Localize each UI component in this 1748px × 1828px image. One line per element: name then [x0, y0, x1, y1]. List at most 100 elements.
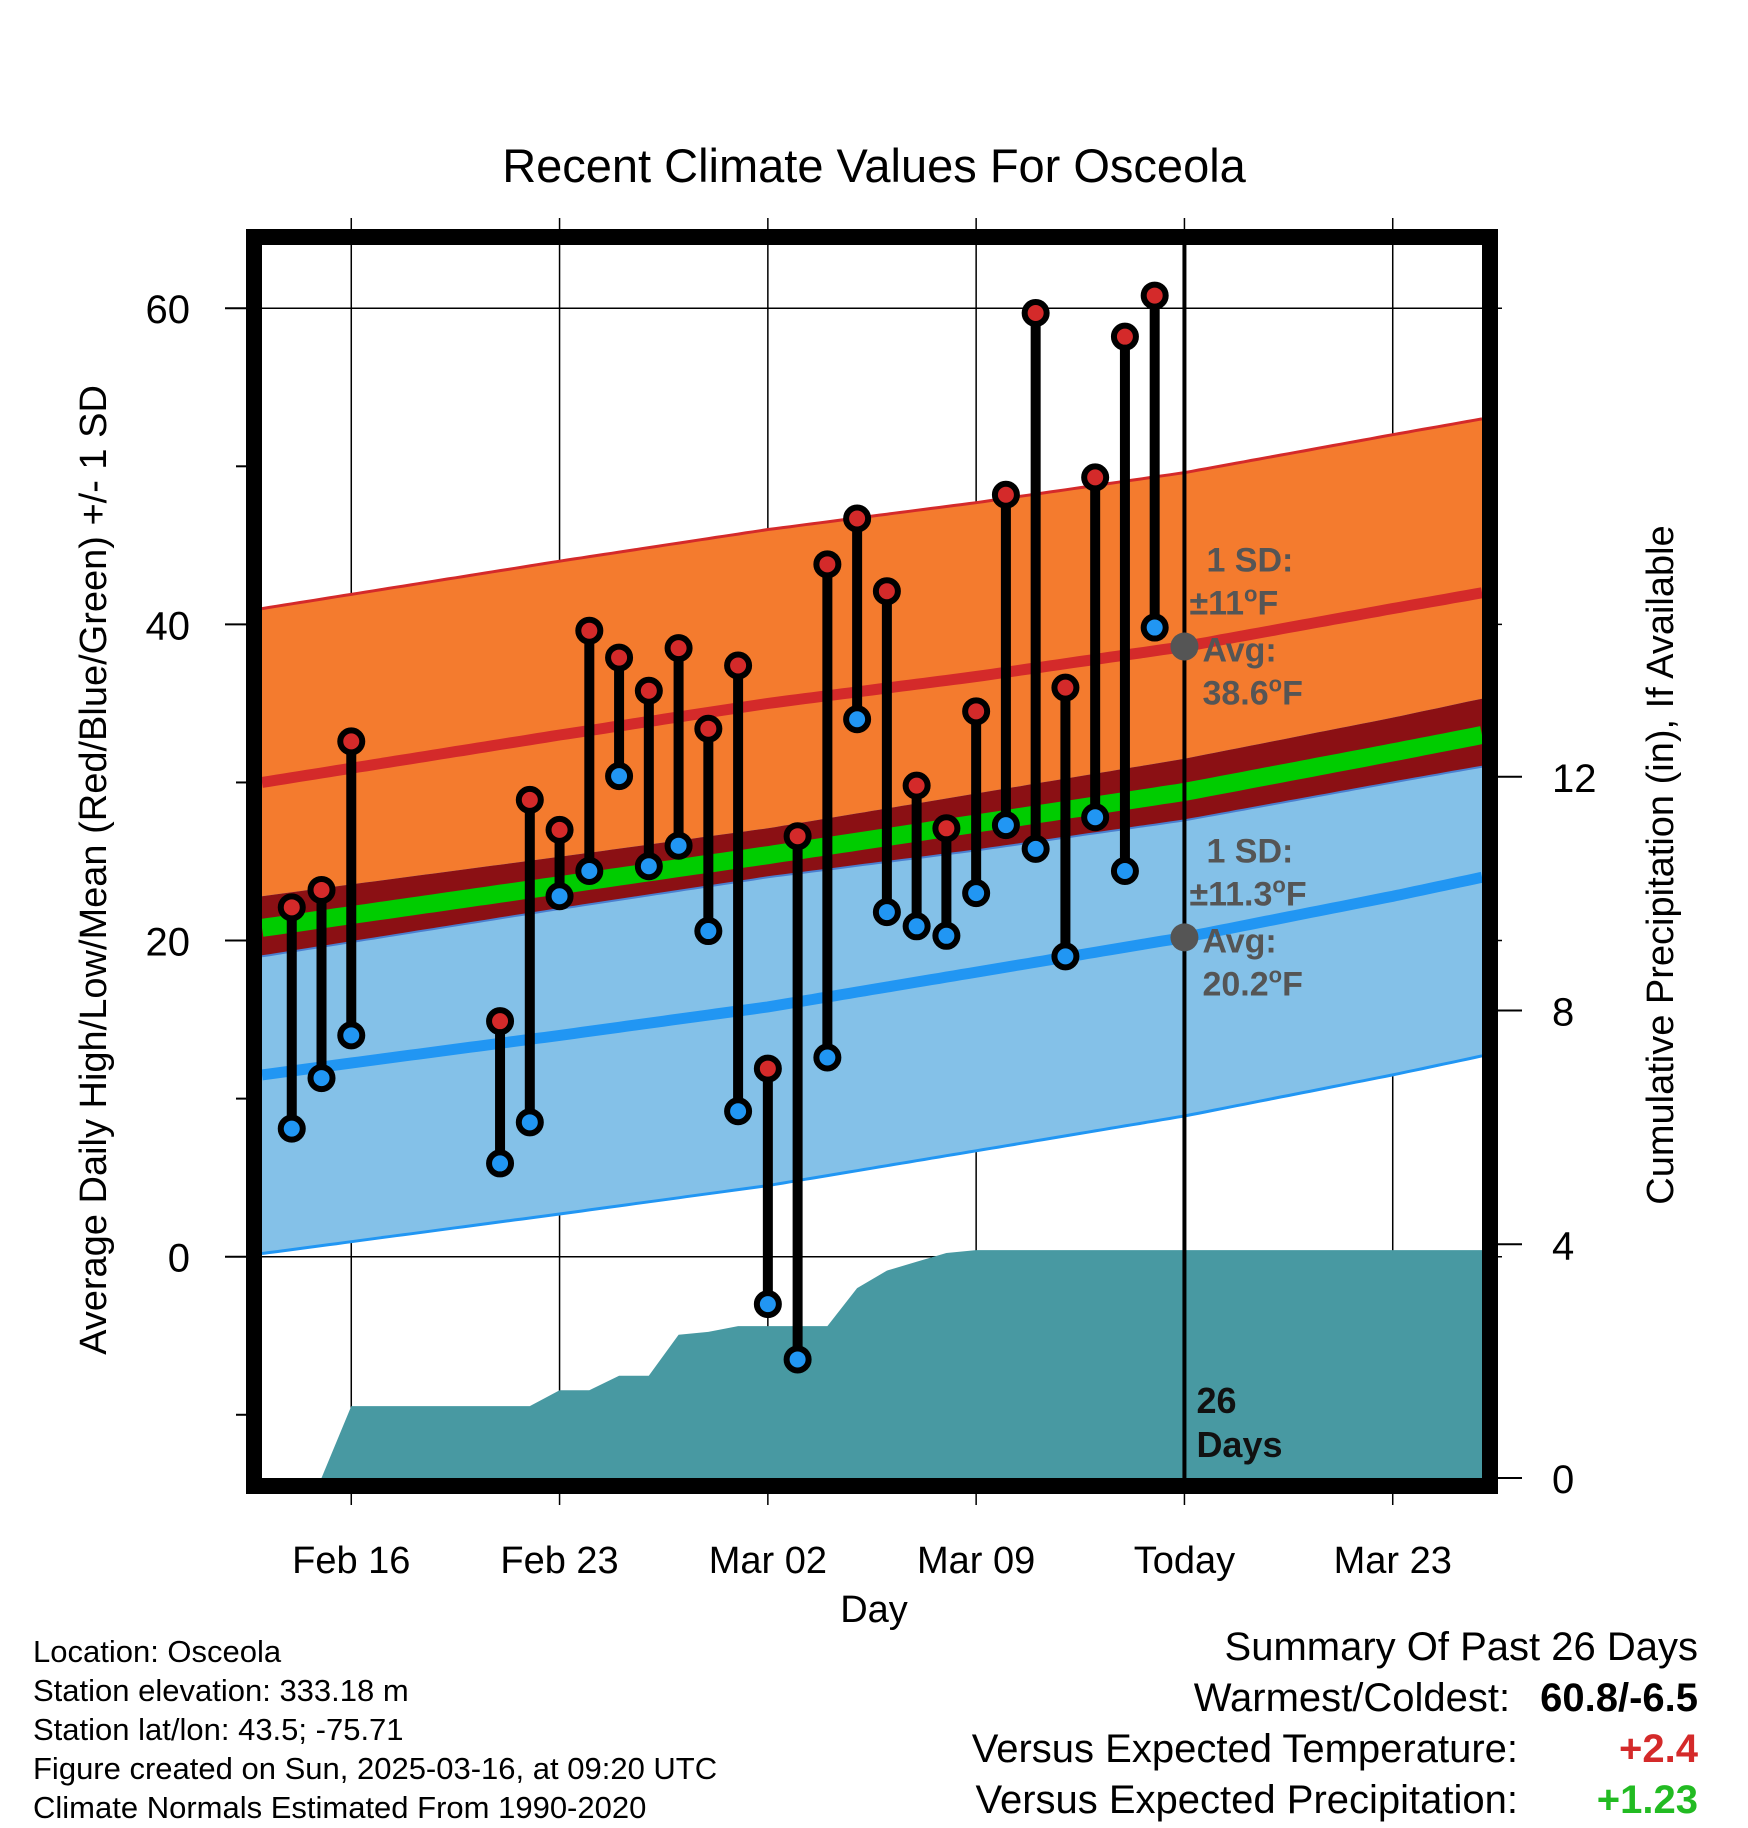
- y2-tick-label: 0: [1552, 1458, 1574, 1502]
- x-tick-label: Feb 23: [500, 1540, 618, 1582]
- low-point: [1081, 803, 1110, 832]
- high-point: [962, 697, 991, 726]
- high-point: [932, 814, 961, 843]
- low-sd-value: ±11.3oF: [1189, 872, 1306, 913]
- x-tick-label: Mar 23: [1334, 1540, 1452, 1582]
- high-point: [991, 480, 1020, 509]
- plot-border: [246, 229, 1498, 1494]
- today-days-number: 26: [1196, 1380, 1236, 1421]
- warmest-value: 60.8/-6.5: [1540, 1676, 1698, 1720]
- low-point: [307, 1064, 336, 1093]
- low-point: [783, 1345, 812, 1374]
- high-point: [1051, 673, 1080, 702]
- low-point: [486, 1149, 515, 1178]
- low-point: [1021, 834, 1050, 863]
- low-point: [1140, 613, 1169, 642]
- high-point: [307, 875, 336, 904]
- low-sd-lower-line: [262, 1054, 1482, 1255]
- x-tick-label: Mar 09: [917, 1540, 1035, 1582]
- low-point: [753, 1290, 782, 1319]
- station-info: Location: Osceola Station elevation: 333…: [33, 1632, 717, 1827]
- high-avg-unit: o: [1269, 672, 1282, 697]
- high-sd-unit: o: [1244, 582, 1257, 607]
- high-avg-value: 38.6oF: [1202, 672, 1302, 713]
- low-sd-title: 1 SD:: [1206, 832, 1293, 870]
- high-point: [486, 1007, 515, 1036]
- high-point: [783, 822, 812, 851]
- location-text: Location: Osceola: [33, 1634, 282, 1669]
- low-sd-unit: o: [1272, 872, 1285, 897]
- plot-frame: [246, 229, 1498, 1494]
- high-sd-title: 1 SD:: [1206, 542, 1293, 580]
- low-point: [694, 917, 723, 946]
- y2-tick-label: 12: [1552, 757, 1597, 801]
- temp-label: Versus Expected Temperature:: [971, 1727, 1518, 1771]
- low-point: [337, 1021, 366, 1050]
- y2-axis-label: Cumulative Precipitation (in), If Availa…: [1640, 525, 1682, 1204]
- plot-area: [262, 417, 1482, 1478]
- low-point: [545, 882, 574, 911]
- high-sd-unit-letter: F: [1258, 585, 1279, 623]
- warmest-label: Warmest/Coldest:: [1193, 1676, 1511, 1720]
- y-axis-label: Average Daily High/Low/Mean (Red/Blue/Gr…: [73, 385, 115, 1355]
- low-point: [1051, 942, 1080, 971]
- axes: 0 20 40 60 0 4 8 12 Feb 16 Feb 23 Mar 02 Mar 09 Toda…: [146, 288, 1597, 1582]
- high-point: [277, 893, 306, 922]
- low-point: [575, 856, 604, 885]
- high-point: [872, 577, 901, 606]
- elevation-text: Station elevation: 333.18 m: [33, 1673, 409, 1708]
- chart-marks: [277, 245, 1187, 1478]
- high-sd-value: ±11oF: [1189, 582, 1278, 623]
- low-point: [872, 898, 901, 927]
- low-sd-band: [262, 698, 1482, 1254]
- low-sd-unit-letter: F: [1286, 875, 1307, 913]
- high-point: [1140, 281, 1169, 310]
- summary-panel: Summary Of Past 26 Days Warmest/Coldest:…: [972, 1622, 1698, 1826]
- high-sd-lower-line: [262, 765, 1482, 958]
- x-axis-label: Day: [840, 1589, 908, 1631]
- summary-title: Summary Of Past 26 Days: [1224, 1625, 1698, 1669]
- precip-value: +1.23: [1596, 1778, 1698, 1822]
- latlon-text: Station lat/lon: 43.5; -75.71: [33, 1712, 404, 1747]
- low-point: [843, 705, 872, 734]
- low-point: [724, 1097, 753, 1126]
- low-avg-marker: [1170, 923, 1199, 952]
- high-avg-marker: [1170, 632, 1199, 661]
- high-point: [902, 771, 931, 800]
- low-point: [515, 1108, 544, 1137]
- x-tick-label: Feb 16: [292, 1540, 410, 1582]
- high-avg-unit-letter: F: [1282, 675, 1303, 713]
- low-point: [962, 879, 991, 908]
- high-point: [1081, 463, 1110, 492]
- high-point: [664, 634, 693, 663]
- low-avg-unit: o: [1269, 962, 1282, 987]
- low-avg-title: Avg:: [1202, 922, 1276, 960]
- today-days-word: Days: [1196, 1424, 1282, 1465]
- high-point: [575, 616, 604, 645]
- x-tick-label: Today: [1134, 1540, 1235, 1582]
- high-point: [337, 727, 366, 756]
- high-avg-title: Avg:: [1202, 632, 1276, 670]
- low-point: [605, 762, 634, 791]
- high-point: [545, 815, 574, 844]
- low-point: [634, 852, 663, 881]
- created-text: Figure created on Sun, 2025-03-16, at 09…: [33, 1751, 718, 1786]
- high-point: [813, 550, 842, 579]
- y2-tick-label: 8: [1552, 991, 1574, 1035]
- low-point: [991, 811, 1020, 840]
- low-point: [902, 912, 931, 941]
- mean-line: [262, 726, 1482, 937]
- x-tick-label: Mar 02: [709, 1540, 827, 1582]
- low-point: [277, 1114, 306, 1143]
- temp-value: +2.4: [1619, 1727, 1698, 1771]
- y-tick-label: 60: [146, 288, 191, 332]
- low-point: [813, 1043, 842, 1072]
- y-tick-label: 20: [146, 921, 191, 965]
- low-point: [664, 831, 693, 860]
- high-point: [605, 643, 634, 672]
- normals-text: Climate Normals Estimated From 1990-2020: [33, 1790, 647, 1825]
- high-point: [634, 676, 663, 705]
- high-sd-upper-line: [262, 417, 1482, 611]
- high-point: [515, 785, 544, 814]
